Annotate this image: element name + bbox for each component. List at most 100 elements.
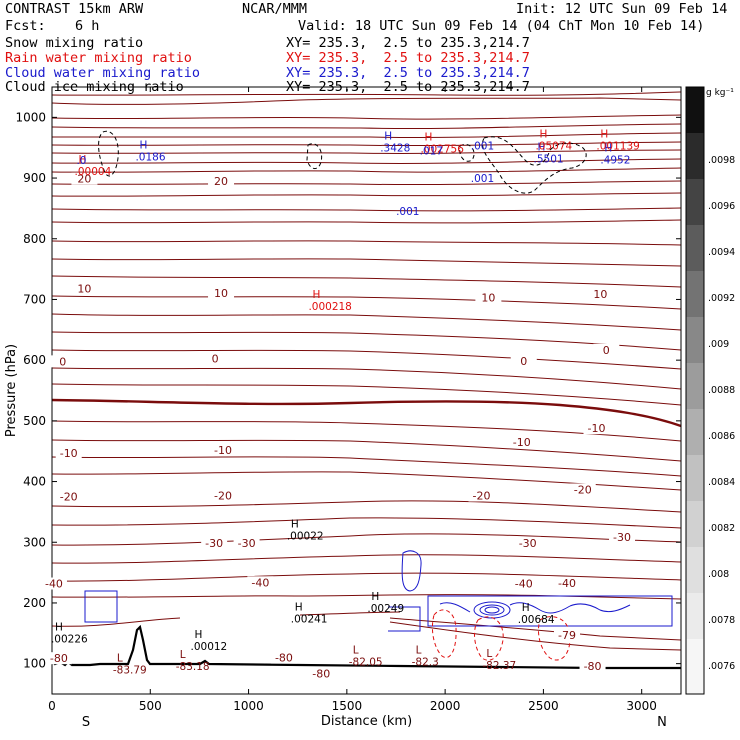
extremum-value: .05074 [535, 141, 572, 153]
isotherm-line [51, 420, 682, 442]
temperature-contour-label: 20 [214, 175, 228, 188]
contour-value-label: .017 [420, 146, 443, 158]
temperature-contour-label: 0 [520, 355, 527, 368]
isotherm-line [51, 167, 682, 173]
x-tick-label: 500 [139, 699, 162, 713]
isotherm-line [51, 114, 682, 120]
contour-label-bg [49, 355, 76, 368]
extremum-marker: H [295, 601, 303, 613]
contour-label-bg [202, 352, 229, 365]
contour-value-label: .001 [396, 206, 419, 218]
model-title: CONTRAST 15km ARW [5, 1, 144, 17]
extremum-value: .3428 [380, 142, 410, 154]
extremum-marker: H [522, 602, 530, 614]
temperature-contour-label: -30 [613, 531, 631, 544]
cloud-water-contours [84, 550, 673, 632]
x-tick-label: 2000 [430, 699, 461, 713]
colorbar-label: .008 [708, 569, 729, 580]
extremum-marker: H [312, 289, 320, 301]
extremum-marker: L [180, 649, 186, 661]
isotherm-line [51, 91, 682, 96]
temperature-contour-label: 0 [212, 352, 219, 365]
temperature-contour-label: 10 [593, 288, 607, 301]
temperature-contour-label: -30 [519, 537, 537, 550]
extremum-value: .00012 [191, 641, 228, 653]
colorbar [685, 86, 705, 695]
colorbar-label: .0084 [708, 477, 735, 488]
contour-label-bg [308, 667, 335, 680]
isotherm-line [51, 240, 682, 246]
isotherm-contours [51, 91, 682, 651]
isotherm-line [51, 611, 401, 627]
colorbar-label: .0082 [708, 523, 735, 534]
x-axis-label: Distance (km) [321, 714, 412, 729]
isotherm-line [51, 180, 682, 186]
temperature-contour-label: -20 [574, 483, 592, 496]
cloud-water-contour [569, 603, 631, 613]
contour-label-bg [583, 422, 610, 435]
isotherm-line [51, 258, 682, 267]
temperature-contour-label: -10 [587, 422, 605, 435]
colorbar-label: .0076 [708, 661, 735, 672]
x-tick-label: 1000 [233, 699, 264, 713]
end-label-south: S [82, 715, 90, 730]
temperature-contour-label: 0 [603, 344, 610, 357]
ice-contour [482, 136, 587, 194]
temperature-contour-label: 0 [59, 355, 66, 368]
isotherm-line [51, 594, 682, 600]
isotherm-line [51, 192, 682, 197]
contour-label-bg [201, 536, 228, 549]
extremum-value: .00684 [518, 614, 555, 626]
extremum-value: -83.18 [176, 661, 210, 673]
extremum-value: .00004 [75, 166, 112, 178]
y-tick-label: 700 [23, 292, 46, 306]
temperature-contour-label: -10 [513, 436, 531, 449]
isotherm-line [51, 313, 682, 331]
isotherm-line [51, 367, 682, 390]
isotherm-line [51, 456, 682, 477]
extremum-marker: H [371, 591, 379, 603]
temperature-contour-label: -40 [251, 576, 269, 589]
contour-label-bg [208, 286, 235, 299]
y-axis-label: Pressure (hPa) [4, 344, 19, 437]
y-tick-label: 200 [23, 596, 46, 610]
y-tick-label: 1000 [15, 110, 46, 124]
contour-label-bg [71, 282, 98, 295]
field-rain-xy: XY= 235.3, 2.5 to 235.3,214.7 [286, 50, 530, 66]
valid-time: Valid: 18 UTC Sun 09 Feb 14 (04 ChT Mon … [298, 18, 705, 34]
contour-label-bg [510, 577, 537, 590]
end-label-north: N [657, 715, 667, 730]
contour-value-label: .0 [76, 155, 86, 167]
isotherm-line [51, 158, 682, 164]
temperature-contour-label: -20 [214, 490, 232, 503]
cloud-water-contour [401, 550, 422, 592]
temperature-contour-label: -20 [60, 491, 78, 504]
extremum-marker: H [291, 518, 299, 530]
isotherm-line [51, 383, 682, 406]
contour-label-bg [587, 287, 614, 300]
isotherm-line [51, 533, 682, 546]
y-tick-label: 900 [23, 171, 46, 185]
extremum-marker: H [424, 132, 432, 144]
colorbar-label: .0078 [708, 615, 735, 626]
field-snow-name: Snow mixing ratio [5, 35, 144, 51]
isotherm-line [51, 554, 682, 564]
isotherm-line [51, 500, 682, 513]
contour-label-bg [514, 536, 541, 549]
contour-label-bg [40, 577, 67, 590]
extremum-marker: H [195, 629, 203, 641]
contour-label-bg [569, 483, 596, 496]
isotherm-line [51, 132, 682, 138]
temperature-contour-label: -20 [473, 490, 491, 503]
contour-value-label: .001 [471, 173, 494, 185]
cloud-water-contour [484, 606, 500, 614]
cloud-water-contour [84, 590, 118, 623]
contour-label-bg [55, 490, 82, 503]
contour-label-bg [579, 660, 606, 673]
extremum-value: .5501 [534, 153, 564, 165]
init-time: Init: 12 UTC Sun 09 Feb 14 [516, 1, 728, 17]
temperature-contour-label: -80 [275, 652, 293, 665]
colorbar-label: .0088 [708, 385, 735, 396]
field-cloudwater-name: Cloud water mixing ratio [5, 65, 201, 81]
